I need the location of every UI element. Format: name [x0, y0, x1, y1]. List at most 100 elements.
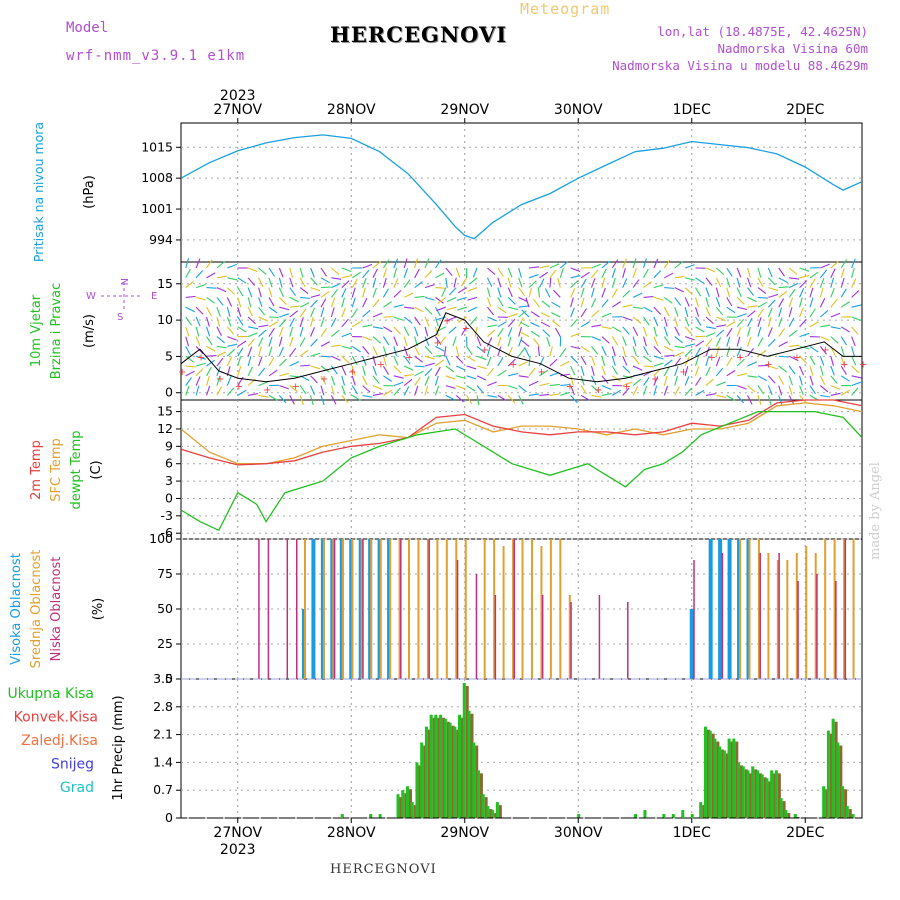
wind-arrow: [445, 355, 451, 366]
precip-conv-bar: [451, 725, 455, 818]
wind-arrow: [403, 378, 413, 387]
wind-arrow: [320, 267, 328, 277]
wind-arrow: [518, 385, 527, 393]
wind-arrow: [445, 394, 455, 401]
precip-conv-bar: [825, 789, 829, 818]
wind-arrow: [580, 297, 585, 308]
wind-arrow: [227, 343, 238, 347]
cloud-mid-bar: [351, 539, 354, 679]
wind-arrow: [362, 394, 373, 398]
wind-arrow: [460, 326, 468, 336]
wind-arrow: [674, 351, 684, 357]
wind-arrow: [540, 312, 551, 318]
wind-arrow: [757, 349, 767, 357]
wind-arrow: [747, 336, 752, 347]
wind-arrow: [643, 355, 652, 363]
cloud-mid-bar: [379, 539, 382, 679]
wind-arrow: [237, 356, 242, 367]
wind-arrow: [518, 287, 526, 296]
wind-arrow: [705, 338, 713, 347]
cloud-mid-bar: [559, 539, 562, 679]
precip-total-bar: [822, 786, 826, 818]
wind-arrow: [809, 297, 814, 308]
wind-arrow: [632, 268, 637, 278]
wind-arrow: [372, 268, 378, 279]
wind-arrow: [851, 346, 855, 357]
wind-arrow: [570, 267, 581, 272]
cloud-mid-bar: [408, 539, 410, 679]
precip-total-bar: [424, 726, 428, 818]
wind-arrow: [467, 306, 478, 313]
wind-arrow: [520, 339, 530, 347]
wind-arrow: [435, 287, 446, 289]
wind-arrow: [736, 277, 741, 288]
wind-arrow: [664, 272, 674, 279]
wind-arrow: [778, 375, 785, 385]
wind-arrow: [216, 275, 227, 279]
wind-arrow: [310, 307, 316, 318]
wind-arrow: [497, 394, 507, 402]
wind-arrow: [622, 290, 631, 298]
wind-arrow: [434, 375, 439, 386]
wind-arrow: [528, 380, 539, 387]
wind-arrow: [362, 346, 370, 355]
wind-arrow: [237, 326, 247, 333]
wind-arrow: [341, 355, 350, 364]
wind-arrow: [362, 385, 371, 393]
bottom-day-label: 30NOV: [554, 825, 603, 841]
pressure-unit: (hPa): [82, 175, 97, 209]
wind-arrow: [533, 338, 540, 347]
wind-arrow: [663, 375, 668, 386]
wind-arrow: [351, 287, 356, 298]
wind-arrow: [612, 389, 622, 396]
wind-arrow: [487, 267, 496, 275]
wind-arrow: [767, 299, 776, 308]
watermark: made by Angel: [868, 462, 883, 560]
cloud-low-bar: [286, 539, 289, 679]
bottom-day-label: 29NOV: [440, 825, 489, 841]
wind-arrow: [695, 316, 702, 326]
wind-arrow: [393, 355, 399, 366]
wind-arrow: [497, 277, 502, 288]
precip-conv-bar: [456, 729, 460, 818]
wind-arrow: [715, 267, 725, 276]
precip-conv-bar: [404, 793, 408, 818]
wind-arrow: [310, 287, 321, 292]
wind-arrow: [310, 385, 315, 396]
wind-gust-marker: +: [537, 367, 545, 378]
wind-arrow: [372, 312, 383, 318]
wind-arrow: [757, 317, 762, 327]
precip-trace-bar: [851, 814, 855, 818]
wind-arrow: [351, 297, 356, 308]
wind-arrow: [424, 376, 430, 386]
wind-gust-marker: +: [443, 316, 451, 327]
precip-conv-bar: [744, 769, 748, 818]
wind-arrow: [767, 375, 776, 384]
wind-arrow: [424, 362, 435, 367]
precip-total-bar: [458, 714, 462, 818]
wind-arrow: [279, 372, 290, 377]
wind-arrow: [195, 326, 200, 337]
wind-arrow: [757, 326, 762, 337]
wind-arrow: [611, 336, 619, 346]
wind-arrow: [544, 288, 551, 298]
elevation-label: Nadmorska Visina 60m: [717, 41, 868, 56]
precip-total-bar: [415, 762, 419, 818]
wind-arrow: [476, 395, 480, 406]
wind-arrow: [632, 326, 639, 336]
wind-arrow: [258, 267, 267, 275]
precip-total-bar: [429, 714, 433, 818]
wind-arrow: [768, 293, 779, 298]
pressure-ylabel: Pritisak na nivou mora: [31, 122, 46, 262]
wind-arrow: [453, 277, 457, 288]
wind-arrow: [538, 278, 545, 288]
bottom-year-label: 2023: [220, 842, 256, 858]
wind-y-tick-label: 0: [165, 385, 173, 400]
wind-arrow: [778, 365, 788, 373]
cloud-low-bar: [759, 553, 761, 679]
wind-arrow: [351, 278, 358, 288]
bottom-day-label: 27NOV: [213, 825, 262, 841]
wind-arrow: [799, 332, 810, 338]
wind-arrow: [518, 296, 528, 303]
wind-arrow: [726, 277, 731, 288]
